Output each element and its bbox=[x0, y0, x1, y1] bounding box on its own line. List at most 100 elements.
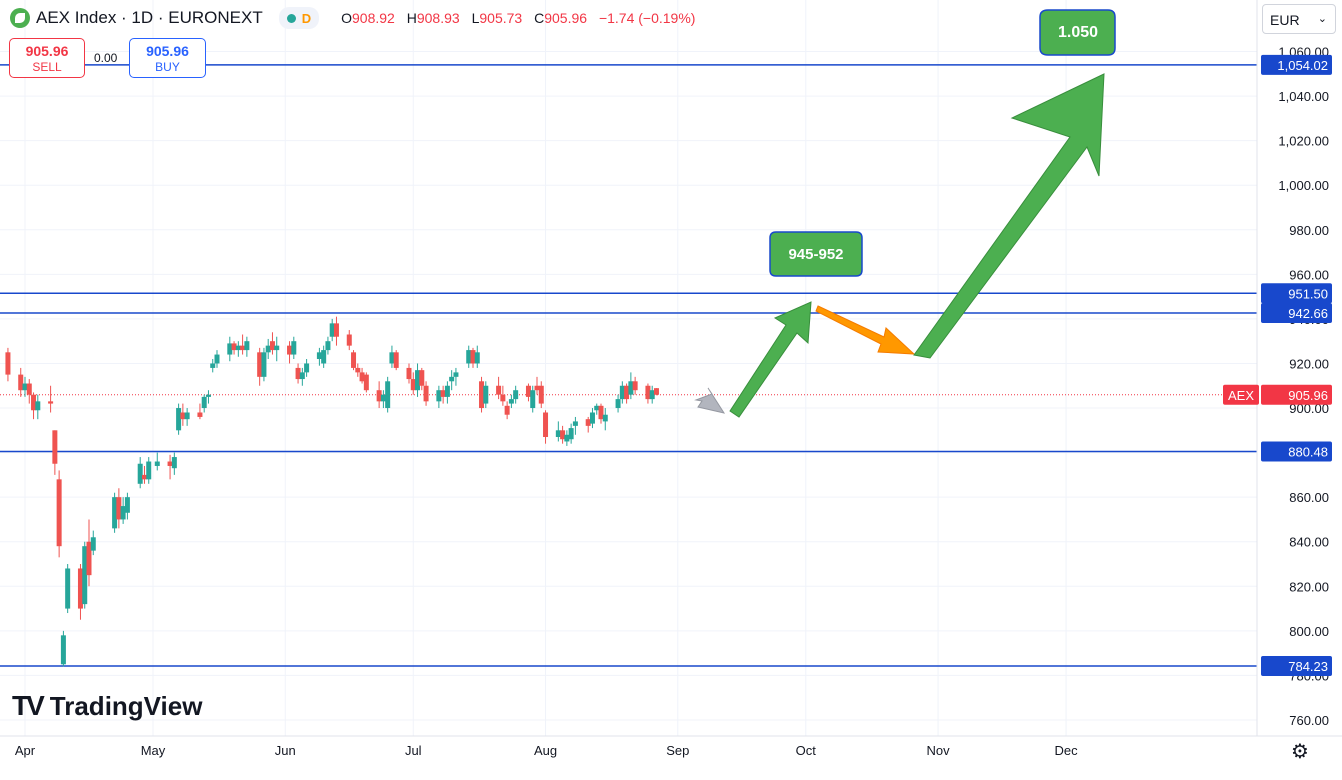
candle[interactable] bbox=[470, 347, 476, 368]
candle[interactable] bbox=[389, 345, 395, 368]
candle[interactable] bbox=[496, 376, 502, 400]
candle[interactable] bbox=[176, 403, 182, 435]
candle[interactable] bbox=[154, 452, 160, 471]
candle[interactable] bbox=[530, 385, 536, 413]
candle[interactable] bbox=[316, 347, 322, 366]
candle[interactable] bbox=[141, 465, 147, 484]
candle[interactable] bbox=[31, 392, 37, 420]
candle[interactable] bbox=[645, 383, 651, 404]
candle[interactable] bbox=[474, 345, 480, 368]
candle[interactable] bbox=[380, 390, 386, 409]
candle[interactable] bbox=[120, 497, 126, 524]
buy-button[interactable]: 905.96 BUY bbox=[129, 38, 206, 78]
candle[interactable] bbox=[18, 367, 24, 397]
candle[interactable] bbox=[52, 430, 58, 475]
candle[interactable] bbox=[86, 519, 92, 587]
candle[interactable] bbox=[180, 403, 186, 426]
candle[interactable] bbox=[171, 452, 177, 475]
candle[interactable] bbox=[231, 341, 237, 355]
candle[interactable] bbox=[444, 381, 450, 404]
candle[interactable] bbox=[261, 347, 267, 382]
candle[interactable] bbox=[90, 530, 96, 556]
candle[interactable] bbox=[295, 363, 301, 384]
candle[interactable] bbox=[525, 383, 531, 402]
candle[interactable] bbox=[205, 390, 211, 404]
candle[interactable] bbox=[257, 347, 263, 386]
candle[interactable] bbox=[116, 488, 122, 529]
candle[interactable] bbox=[227, 336, 233, 362]
candle[interactable] bbox=[628, 372, 634, 400]
candle[interactable] bbox=[440, 385, 446, 404]
candle[interactable] bbox=[406, 363, 412, 384]
candle[interactable] bbox=[346, 330, 352, 351]
candle[interactable] bbox=[543, 410, 549, 444]
candle[interactable] bbox=[500, 385, 506, 406]
candle[interactable] bbox=[393, 350, 399, 371]
candle[interactable] bbox=[538, 381, 544, 409]
candle[interactable] bbox=[594, 403, 600, 415]
candle[interactable] bbox=[269, 332, 275, 355]
candle[interactable] bbox=[589, 408, 595, 429]
candle[interactable] bbox=[564, 430, 570, 446]
candle[interactable] bbox=[112, 492, 118, 533]
candle[interactable] bbox=[632, 376, 638, 395]
candle[interactable] bbox=[351, 350, 357, 371]
candle[interactable] bbox=[602, 408, 608, 431]
candle[interactable] bbox=[65, 564, 71, 614]
candle[interactable] bbox=[449, 370, 455, 391]
candle[interactable] bbox=[508, 394, 514, 409]
candle[interactable] bbox=[572, 416, 578, 435]
status-pill[interactable]: D bbox=[278, 7, 320, 29]
candle[interactable] bbox=[329, 318, 335, 342]
candle[interactable] bbox=[210, 359, 216, 373]
candle[interactable] bbox=[325, 336, 331, 355]
candle[interactable] bbox=[624, 383, 630, 404]
candle[interactable] bbox=[167, 454, 173, 480]
candle[interactable] bbox=[479, 376, 485, 413]
candle[interactable] bbox=[82, 541, 88, 609]
candle[interactable] bbox=[560, 425, 566, 444]
candle[interactable] bbox=[483, 381, 489, 409]
candle[interactable] bbox=[466, 345, 472, 368]
sell-button[interactable]: 905.96 SELL bbox=[9, 38, 85, 78]
candle[interactable] bbox=[244, 336, 250, 357]
candle[interactable] bbox=[423, 381, 429, 406]
candle[interactable] bbox=[363, 372, 369, 393]
candle[interactable] bbox=[385, 376, 391, 413]
candle[interactable] bbox=[555, 421, 561, 442]
candle[interactable] bbox=[22, 376, 28, 397]
candle[interactable] bbox=[201, 394, 207, 413]
candle[interactable] bbox=[619, 381, 625, 404]
tradingview-logo[interactable]: TV TradingView bbox=[12, 690, 202, 722]
candle[interactable] bbox=[60, 630, 66, 667]
candle[interactable] bbox=[214, 350, 220, 368]
candle[interactable] bbox=[355, 363, 361, 377]
gear-icon[interactable]: ⚙ bbox=[1291, 741, 1309, 763]
candle[interactable] bbox=[265, 338, 271, 360]
candle[interactable] bbox=[415, 363, 421, 397]
candle[interactable] bbox=[534, 376, 540, 395]
candle[interactable] bbox=[304, 359, 310, 377]
candle[interactable] bbox=[48, 385, 54, 413]
candle[interactable] bbox=[453, 367, 459, 386]
candle[interactable] bbox=[124, 492, 130, 520]
candle[interactable] bbox=[419, 367, 425, 391]
candle[interactable] bbox=[504, 401, 510, 420]
candle[interactable] bbox=[35, 394, 41, 420]
candle[interactable] bbox=[568, 423, 574, 444]
candle[interactable] bbox=[146, 457, 152, 484]
candle[interactable] bbox=[287, 341, 293, 364]
candle[interactable] bbox=[615, 394, 621, 413]
candle[interactable] bbox=[137, 457, 143, 489]
candle[interactable] bbox=[5, 347, 11, 382]
candle[interactable] bbox=[649, 385, 655, 404]
candle[interactable] bbox=[321, 345, 327, 368]
candle[interactable] bbox=[436, 385, 442, 409]
candle[interactable] bbox=[585, 416, 591, 433]
candle[interactable] bbox=[56, 470, 62, 558]
candle[interactable] bbox=[299, 367, 305, 386]
candle[interactable] bbox=[291, 336, 297, 360]
symbol-title[interactable]: AEX Index · 1D · EURONEXT bbox=[36, 8, 263, 27]
candle[interactable] bbox=[77, 564, 83, 620]
